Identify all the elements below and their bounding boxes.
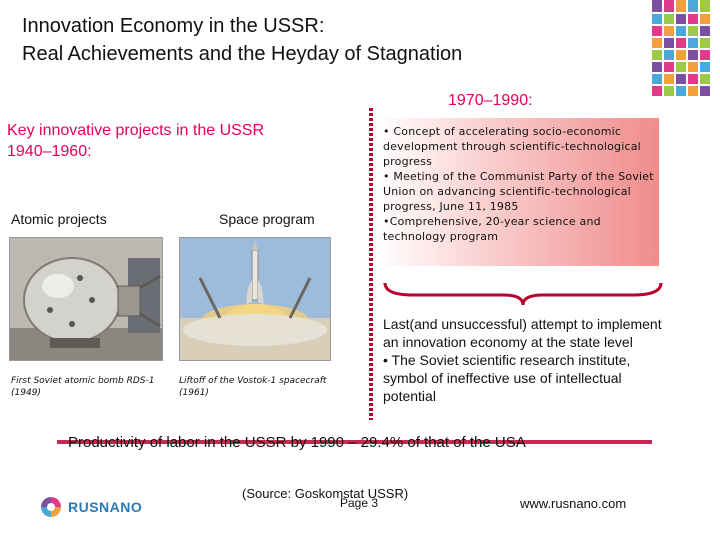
website-link[interactable]: www.rusnano.com	[520, 496, 627, 511]
atomic-projects-label: Atomic projects	[11, 211, 107, 227]
source-note: (Source: Goskomstat USSR)	[242, 486, 409, 501]
policy-bullets: • Concept of accelerating socio-economic…	[383, 124, 657, 244]
corner-decoration	[652, 0, 710, 96]
atomic-bomb-caption: First Soviet atomic bomb RDS-1 (1949)	[11, 376, 155, 398]
atomic-bomb-photo	[9, 237, 163, 361]
rocket-caption: Liftoff of the Vostok-1 spacecraft (1961…	[179, 376, 327, 398]
projects-heading: Key innovative projects in the USSR 1940…	[7, 120, 264, 162]
productivity-statement: Productivity of labor in the USSR by 199…	[68, 434, 526, 451]
title-line-1: Innovation Economy in the USSR:	[22, 15, 325, 37]
policy-bullet-1: • Concept of accelerating socio-economic…	[383, 125, 641, 168]
rusnano-logo-icon	[41, 497, 61, 517]
page-number: Page 3	[340, 496, 379, 510]
conclusion-line-2: • The Soviet scientific research institu…	[383, 352, 631, 404]
title-line-2: Real Achievements and the Heyday of Stag…	[22, 43, 463, 65]
projects-heading-line-2: 1940–1960:	[7, 143, 92, 160]
vertical-divider	[369, 108, 373, 420]
policy-bullet-3: •Comprehensive, 20-year science and tech…	[383, 215, 601, 243]
rusnano-logo-text: RUSNANO	[68, 499, 143, 515]
policy-box	[377, 118, 659, 266]
slide-title: Innovation Economy in the USSR: Real Ach…	[22, 12, 462, 68]
conclusion-line-1: Last(and unsuccessful) attempt to implem…	[383, 316, 662, 350]
space-program-label: Space program	[219, 211, 315, 227]
projects-heading-line-1: Key innovative projects in the USSR	[7, 122, 265, 139]
horizontal-rule	[57, 440, 652, 444]
policy-bullet-2: • Meeting of the Communist Party of the …	[383, 170, 654, 213]
period-heading: 1970–1990:	[448, 92, 533, 109]
curly-brace	[383, 282, 663, 306]
vostok-liftoff-photo	[179, 237, 331, 361]
conclusion-text: Last(and unsuccessful) attempt to implem…	[383, 315, 673, 405]
